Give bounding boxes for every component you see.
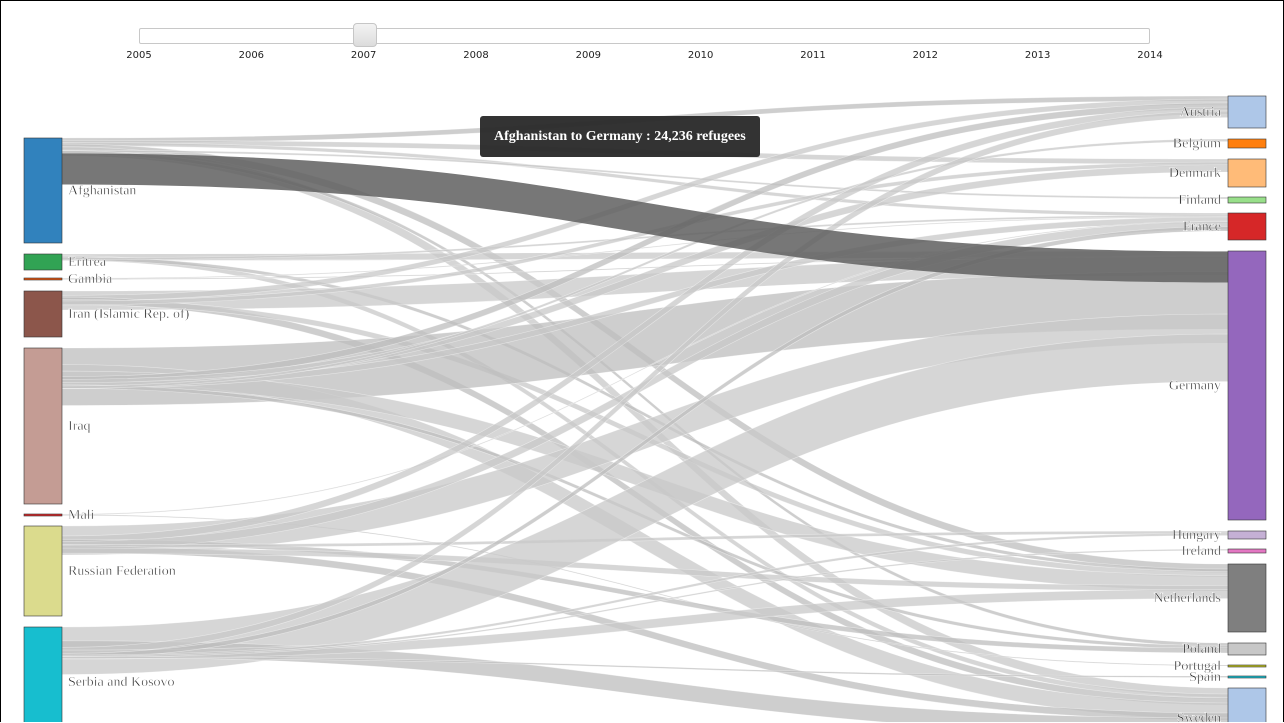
- target-label-portugal: Portugal: [1174, 659, 1222, 674]
- year-tick-2011: 2011: [800, 50, 826, 61]
- target-node-spain[interactable]: [1227, 675, 1267, 679]
- target-node-hungary[interactable]: [1227, 530, 1267, 540]
- source-node-iran-islamic-rep-of-[interactable]: [23, 290, 63, 338]
- year-tick-2008: 2008: [463, 50, 489, 61]
- target-label-finland: Finland: [1178, 193, 1221, 208]
- year-tick-2010: 2010: [687, 50, 714, 61]
- highlight-layer: [62, 153, 1228, 283]
- target-label-denmark: Denmark: [1169, 166, 1221, 181]
- links-layer: [61, 95, 1229, 722]
- labels-layer: Afghanistan Eritrea Gambia Iran (Islamic Re…: [68, 105, 1222, 722]
- year-tick-2009: 2009: [575, 50, 602, 61]
- year-slider-handle[interactable]: [352, 23, 377, 47]
- target-label-hungary: Hungary: [1172, 528, 1221, 543]
- source-label-iran-islamic-rep-of-: Iran (Islamic Rep. of): [68, 307, 190, 322]
- source-node-eritrea[interactable]: [23, 253, 63, 271]
- source-node-iraq[interactable]: [23, 347, 63, 505]
- source-label-mali: Mali: [68, 508, 95, 523]
- flow-link[interactable]: [61, 640, 1229, 722]
- year-tick-2013: 2013: [1024, 50, 1051, 61]
- source-label-russian-federation: Russian Federation: [68, 564, 176, 579]
- year-tick-2012: 2012: [912, 50, 939, 61]
- source-label-gambia: Gambia: [68, 272, 113, 287]
- link-tooltip: Afghanistan to Germany : 24,236 refugees: [480, 116, 760, 157]
- highlighted-link[interactable]: [62, 153, 1228, 283]
- year-tick-2007: 2007: [350, 50, 377, 61]
- target-node-denmark[interactable]: [1227, 158, 1267, 188]
- target-node-poland[interactable]: [1227, 642, 1267, 656]
- year-tick-2006: 2006: [238, 50, 265, 61]
- target-node-germany[interactable]: [1227, 250, 1267, 521]
- year-tick-2005: 2005: [126, 50, 152, 61]
- target-label-poland: Poland: [1182, 642, 1221, 657]
- target-label-belgium: Belgium: [1173, 137, 1221, 152]
- source-label-eritrea: Eritrea: [68, 255, 107, 270]
- nodes-layer: [23, 95, 1267, 722]
- source-node-gambia[interactable]: [23, 277, 63, 281]
- target-node-belgium[interactable]: [1227, 138, 1267, 149]
- source-node-mali[interactable]: [23, 513, 63, 517]
- source-node-russian-federation[interactable]: [23, 525, 63, 617]
- target-node-france[interactable]: [1227, 212, 1267, 241]
- target-label-france: France: [1183, 220, 1221, 235]
- target-node-sweden[interactable]: [1227, 687, 1267, 722]
- target-node-austria[interactable]: [1227, 95, 1267, 129]
- year-slider-track[interactable]: [139, 28, 1150, 44]
- target-label-germany: Germany: [1169, 379, 1221, 394]
- target-node-finland[interactable]: [1227, 196, 1267, 204]
- target-label-sweden: Sweden: [1177, 711, 1221, 722]
- source-label-serbia-and-kosovo: Serbia and Kosovo: [68, 675, 175, 690]
- target-label-ireland: Ireland: [1181, 544, 1221, 559]
- source-label-iraq: Iraq: [68, 419, 91, 434]
- target-label-netherlands: Netherlands: [1153, 591, 1221, 606]
- target-label-austria: Austria: [1180, 105, 1222, 120]
- target-node-ireland[interactable]: [1227, 548, 1267, 554]
- source-node-afghanistan[interactable]: [23, 137, 63, 244]
- target-node-portugal[interactable]: [1227, 664, 1267, 668]
- target-node-netherlands[interactable]: [1227, 563, 1267, 633]
- target-label-spain: Spain: [1189, 670, 1221, 685]
- source-node-serbia-and-kosovo[interactable]: [23, 626, 63, 722]
- year-tick-2014: 2014: [1137, 50, 1163, 61]
- source-label-afghanistan: Afghanistan: [68, 184, 136, 199]
